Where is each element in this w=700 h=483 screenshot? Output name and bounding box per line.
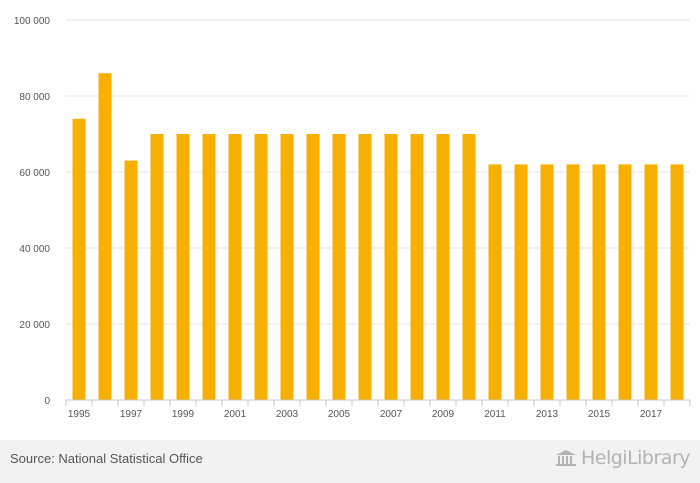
x-tick-label: 1999 <box>172 409 195 420</box>
bar-1998[interactable] <box>150 134 164 400</box>
helgi-library-logo[interactable]: HelgiLibrary <box>555 447 691 469</box>
bars <box>72 73 684 401</box>
bar-1997[interactable] <box>124 160 138 400</box>
bar-1999[interactable] <box>176 134 190 400</box>
x-axis-tick-labels: 1995 1997 1999 2001 2003 2005 2007 2009 2011 2013… <box>68 409 663 420</box>
x-tick-label: 2015 <box>588 409 611 420</box>
x-tick-label: 2003 <box>276 409 299 420</box>
bar-2006[interactable] <box>358 134 372 400</box>
bar-2011[interactable] <box>488 164 502 400</box>
bar-2005[interactable] <box>332 134 346 400</box>
bar-2008[interactable] <box>410 134 424 400</box>
bar-2016[interactable] <box>618 164 632 400</box>
y-tick-label: 0 <box>44 396 50 407</box>
x-axis <box>65 399 691 406</box>
bar-2018[interactable] <box>670 164 684 400</box>
y-tick-label: 40 000 <box>19 244 50 255</box>
y-tick-label: 80 000 <box>19 92 50 103</box>
library-building-icon <box>555 450 576 466</box>
x-tick-label: 1997 <box>120 409 143 420</box>
x-tick-label: 2017 <box>640 409 663 420</box>
x-tick-label: 2011 <box>484 409 506 420</box>
x-tick-label: 2009 <box>432 409 455 420</box>
footer-bar <box>0 440 700 483</box>
bar-1995[interactable] <box>72 118 86 401</box>
y-tick-label: 20 000 <box>19 320 50 331</box>
bar-2013[interactable] <box>540 164 554 400</box>
bar-2001[interactable] <box>228 134 242 400</box>
bar-2014[interactable] <box>566 164 580 400</box>
bar-1996[interactable] <box>98 73 112 400</box>
source-note: Source: National Statistical Office <box>10 451 203 466</box>
x-tick-label: 2007 <box>380 409 403 420</box>
x-tick-label: 2005 <box>328 409 351 420</box>
bar-2017[interactable] <box>644 164 658 400</box>
bar-2007[interactable] <box>384 134 398 400</box>
y-axis-tick-labels: 0 20 000 40 000 60 000 80 000 100 000 <box>14 16 51 407</box>
bar-2012[interactable] <box>514 164 528 400</box>
bar-2002[interactable] <box>254 134 268 400</box>
logo-text: HelgiLibrary <box>580 447 691 469</box>
y-tick-label: 100 000 <box>14 16 51 27</box>
bar-2010[interactable] <box>462 134 476 400</box>
bar-2015[interactable] <box>592 164 606 400</box>
y-tick-label: 60 000 <box>19 168 50 179</box>
bar-2009[interactable] <box>436 134 450 400</box>
bar-2000[interactable] <box>202 134 216 400</box>
x-tick-label: 2013 <box>536 409 559 420</box>
bar-2004[interactable] <box>306 134 320 400</box>
bar-2003[interactable] <box>280 134 294 400</box>
x-tick-label: 2001 <box>224 409 247 420</box>
x-tick-label: 1995 <box>68 409 91 420</box>
